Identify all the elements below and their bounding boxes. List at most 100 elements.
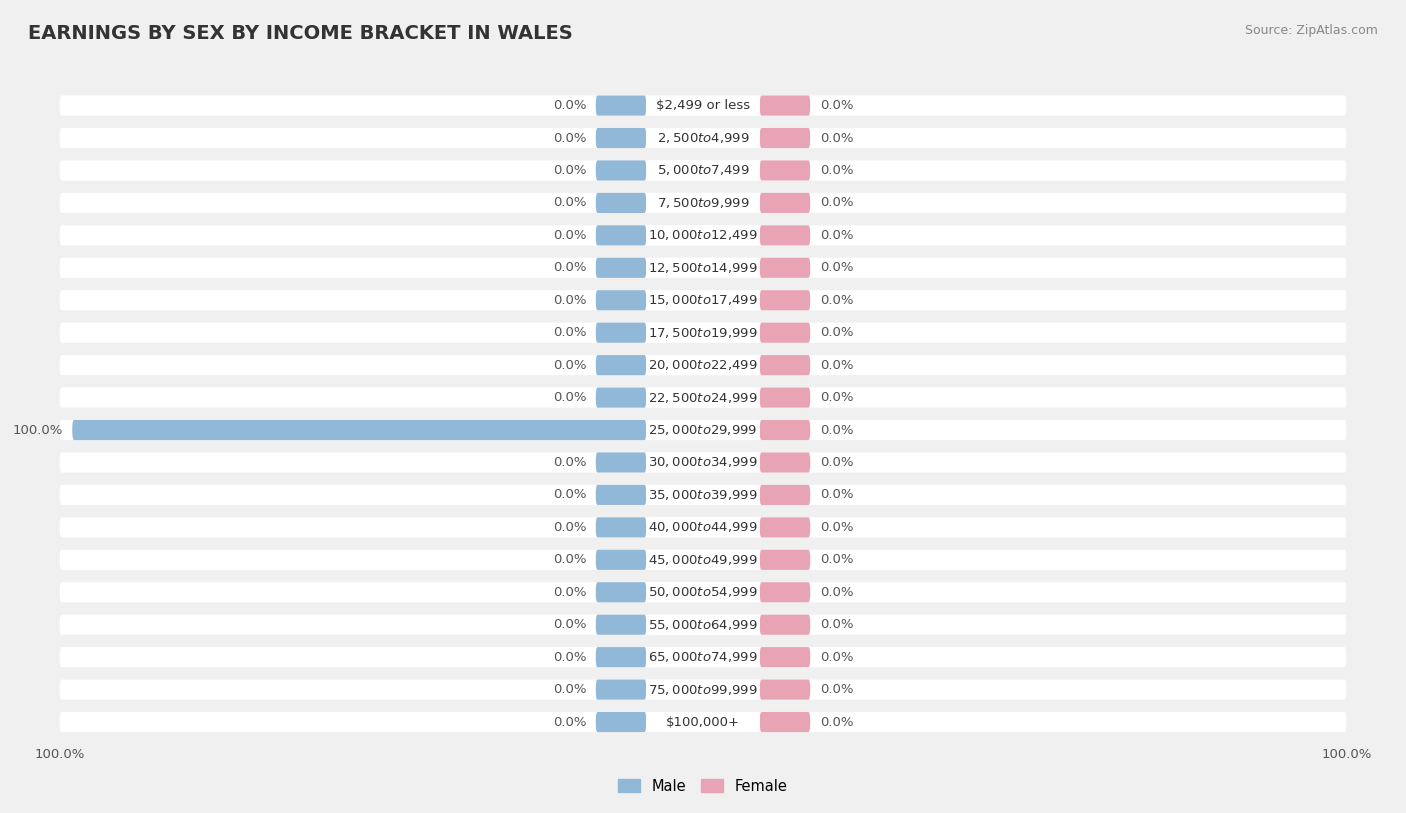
Text: 0.0%: 0.0% [820,197,853,210]
FancyBboxPatch shape [759,225,810,246]
FancyBboxPatch shape [596,647,647,667]
FancyBboxPatch shape [759,680,810,700]
FancyBboxPatch shape [759,193,810,213]
FancyBboxPatch shape [647,680,759,700]
Text: 0.0%: 0.0% [553,359,586,372]
Text: $65,000 to $74,999: $65,000 to $74,999 [648,650,758,664]
FancyBboxPatch shape [596,712,647,732]
Text: 0.0%: 0.0% [553,489,586,502]
Text: 0.0%: 0.0% [553,99,586,112]
Text: $100,000+: $100,000+ [666,715,740,728]
FancyBboxPatch shape [59,647,1347,667]
FancyBboxPatch shape [759,290,810,311]
FancyBboxPatch shape [759,128,810,148]
FancyBboxPatch shape [647,420,759,440]
FancyBboxPatch shape [59,582,1347,602]
Text: $17,500 to $19,999: $17,500 to $19,999 [648,326,758,340]
FancyBboxPatch shape [596,160,647,180]
Text: 0.0%: 0.0% [820,229,853,241]
Text: 0.0%: 0.0% [553,164,586,177]
Text: 0.0%: 0.0% [553,229,586,241]
FancyBboxPatch shape [647,323,759,343]
FancyBboxPatch shape [59,258,1347,278]
Text: 0.0%: 0.0% [820,715,853,728]
Text: 0.0%: 0.0% [820,683,853,696]
FancyBboxPatch shape [596,517,647,537]
FancyBboxPatch shape [647,550,759,570]
Text: $35,000 to $39,999: $35,000 to $39,999 [648,488,758,502]
Text: 0.0%: 0.0% [820,521,853,534]
FancyBboxPatch shape [759,95,810,115]
FancyBboxPatch shape [647,95,759,115]
Text: $10,000 to $12,499: $10,000 to $12,499 [648,228,758,242]
FancyBboxPatch shape [59,452,1347,472]
Text: 0.0%: 0.0% [820,261,853,274]
Text: 0.0%: 0.0% [553,585,586,598]
Text: EARNINGS BY SEX BY INCOME BRACKET IN WALES: EARNINGS BY SEX BY INCOME BRACKET IN WAL… [28,24,572,43]
FancyBboxPatch shape [596,225,647,246]
Text: 0.0%: 0.0% [820,585,853,598]
FancyBboxPatch shape [59,290,1347,311]
Text: 100.0%: 100.0% [13,424,63,437]
FancyBboxPatch shape [59,485,1347,505]
FancyBboxPatch shape [647,128,759,148]
FancyBboxPatch shape [596,95,647,115]
FancyBboxPatch shape [759,160,810,180]
Text: $12,500 to $14,999: $12,500 to $14,999 [648,261,758,275]
Text: 0.0%: 0.0% [553,521,586,534]
Text: 0.0%: 0.0% [820,99,853,112]
Text: 0.0%: 0.0% [820,456,853,469]
FancyBboxPatch shape [759,485,810,505]
FancyBboxPatch shape [759,452,810,472]
FancyBboxPatch shape [759,258,810,278]
FancyBboxPatch shape [647,712,759,732]
FancyBboxPatch shape [759,355,810,376]
FancyBboxPatch shape [759,647,810,667]
FancyBboxPatch shape [59,712,1347,732]
FancyBboxPatch shape [759,517,810,537]
FancyBboxPatch shape [596,550,647,570]
FancyBboxPatch shape [596,128,647,148]
FancyBboxPatch shape [759,712,810,732]
FancyBboxPatch shape [59,323,1347,343]
FancyBboxPatch shape [596,680,647,700]
Text: Source: ZipAtlas.com: Source: ZipAtlas.com [1244,24,1378,37]
Text: 0.0%: 0.0% [820,489,853,502]
FancyBboxPatch shape [596,615,647,635]
FancyBboxPatch shape [596,290,647,311]
Legend: Male, Female: Male, Female [613,772,793,799]
Text: $2,499 or less: $2,499 or less [657,99,749,112]
FancyBboxPatch shape [647,485,759,505]
FancyBboxPatch shape [59,615,1347,635]
FancyBboxPatch shape [647,388,759,407]
FancyBboxPatch shape [596,452,647,472]
FancyBboxPatch shape [596,355,647,376]
FancyBboxPatch shape [596,388,647,407]
FancyBboxPatch shape [59,680,1347,700]
Text: $5,000 to $7,499: $5,000 to $7,499 [657,163,749,177]
Text: 0.0%: 0.0% [820,164,853,177]
FancyBboxPatch shape [647,290,759,311]
Text: $30,000 to $34,999: $30,000 to $34,999 [648,455,758,469]
Text: 0.0%: 0.0% [553,261,586,274]
Text: 0.0%: 0.0% [820,293,853,307]
FancyBboxPatch shape [596,323,647,343]
Text: 0.0%: 0.0% [553,456,586,469]
Text: $25,000 to $29,999: $25,000 to $29,999 [648,423,758,437]
Text: 0.0%: 0.0% [553,326,586,339]
Text: 0.0%: 0.0% [553,197,586,210]
FancyBboxPatch shape [59,225,1347,246]
FancyBboxPatch shape [647,160,759,180]
Text: $20,000 to $22,499: $20,000 to $22,499 [648,359,758,372]
FancyBboxPatch shape [759,323,810,343]
FancyBboxPatch shape [59,160,1347,180]
FancyBboxPatch shape [59,550,1347,570]
FancyBboxPatch shape [759,420,810,440]
Text: $45,000 to $49,999: $45,000 to $49,999 [648,553,758,567]
Text: 0.0%: 0.0% [820,132,853,145]
Text: $75,000 to $99,999: $75,000 to $99,999 [648,683,758,697]
FancyBboxPatch shape [647,615,759,635]
Text: 0.0%: 0.0% [820,391,853,404]
FancyBboxPatch shape [759,550,810,570]
FancyBboxPatch shape [647,225,759,246]
